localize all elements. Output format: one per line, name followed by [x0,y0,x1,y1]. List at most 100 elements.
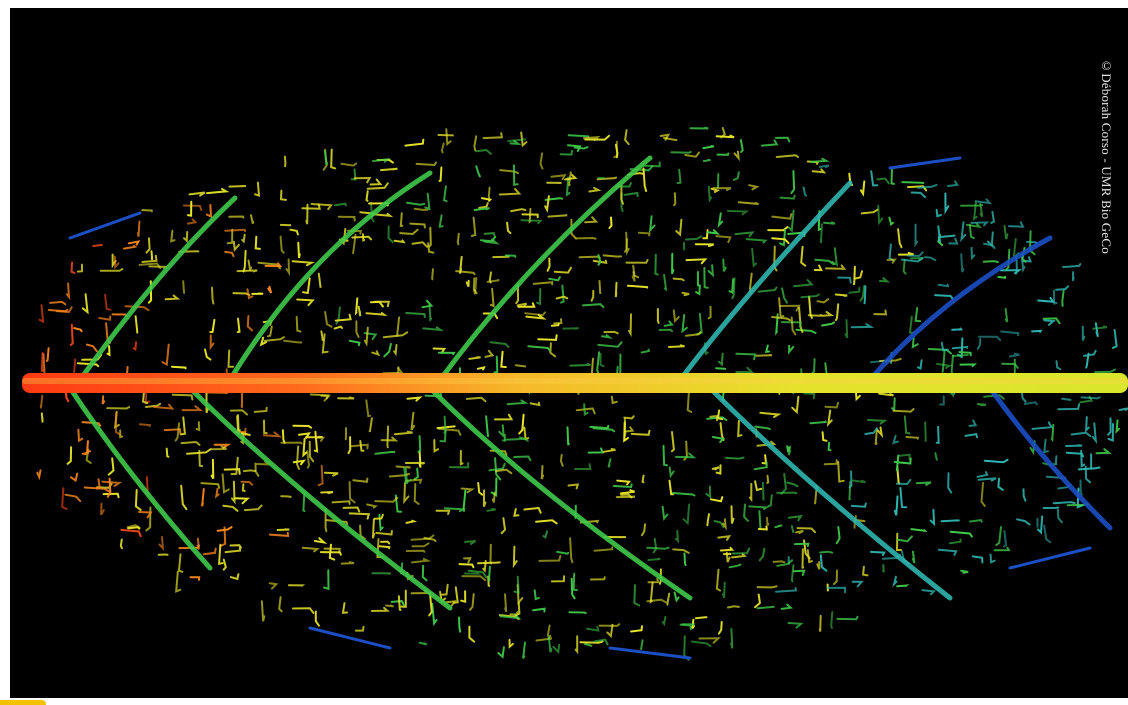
minor-vein [227,349,235,368]
minor-vein [86,440,92,453]
minor-vein [342,506,361,513]
minor-vein [775,136,791,143]
minor-vein [232,292,251,296]
minor-vein [706,416,728,421]
minor-vein [453,586,459,604]
minor-vein [431,602,438,627]
minor-vein [211,286,215,305]
minor-vein [488,565,491,582]
minor-vein [892,575,898,588]
minor-vein [712,187,732,191]
minor-vein [535,519,558,525]
minor-vein [410,411,416,431]
minor-vein [421,564,428,582]
minor-vein [488,462,506,472]
minor-vein [807,314,822,317]
minor-vein [206,188,230,195]
minor-vein [607,458,612,468]
minor-vein [540,465,545,480]
minor-vein [489,341,510,348]
minor-vein [513,508,520,517]
minor-vein [1070,431,1092,438]
minor-vein [837,460,845,483]
secondary-vein [67,385,213,571]
secondary-vein [677,180,853,383]
minor-vein [1042,506,1060,509]
minor-vein [1050,423,1055,443]
minor-vein [908,315,914,334]
minor-vein [837,276,852,284]
minor-vein [705,485,712,499]
minor-vein [628,313,632,338]
minor-vein [706,513,710,527]
minor-vein [66,446,73,465]
minor-vein [365,312,388,317]
minor-vein [305,203,309,225]
minor-vein [363,326,369,347]
minor-vein [302,277,311,295]
minor-vein [641,161,661,168]
minor-vein [685,235,703,241]
minor-vein [834,303,840,322]
minor-vein [969,519,983,523]
minor-vein [424,192,431,211]
minor-vein [698,637,722,644]
minor-vein [754,425,771,431]
minor-vein [947,472,953,494]
minor-vein [648,215,656,234]
minor-vein [854,270,863,280]
minor-vein [359,524,366,540]
minor-vein [597,341,623,348]
minor-vein [317,464,324,487]
minor-vein [767,494,773,508]
minor-vein [189,576,201,581]
minor-vein [916,183,938,189]
minor-vein [995,526,1002,546]
minor-vein [352,477,369,483]
minor-vein [106,477,112,498]
minor-vein [483,238,500,245]
marginal-vein [68,211,142,240]
minor-vein [583,403,589,417]
minor-vein [993,546,1011,552]
minor-vein [365,399,372,418]
minor-vein [77,428,84,443]
minor-vein [222,504,239,512]
minor-vein [907,251,924,257]
minor-vein [119,429,124,439]
minor-vein [790,170,796,195]
minor-vein [610,395,618,405]
minor-vein [851,580,864,588]
minor-vein [209,318,216,333]
minor-vein [756,440,777,447]
minor-vein [706,229,721,235]
minor-vein [592,427,616,433]
minor-vein [353,176,372,184]
minor-vein [1065,444,1083,447]
minor-vein [748,482,753,503]
minor-vein [491,491,496,503]
marginal-vein [888,156,962,170]
minor-vein [896,584,910,588]
minor-vein [278,596,283,613]
minor-vein [978,335,1002,342]
minor-vein [464,540,477,545]
minor-vein [891,397,896,412]
minor-vein [983,458,1009,464]
minor-vein [681,313,688,334]
minor-vein [224,228,247,233]
minor-vein [467,569,488,579]
minor-vein [960,253,965,273]
minor-vein [352,233,357,255]
minor-vein [675,529,680,544]
minor-vein [337,215,356,222]
minor-vein [148,265,169,269]
minor-vein [552,643,561,654]
minor-vein [806,549,813,564]
minor-vein [560,284,565,304]
minor-vein [1118,407,1128,411]
minor-vein [715,235,732,244]
minor-vein [602,448,616,453]
minor-vein [549,342,557,358]
minor-vein [228,185,246,188]
